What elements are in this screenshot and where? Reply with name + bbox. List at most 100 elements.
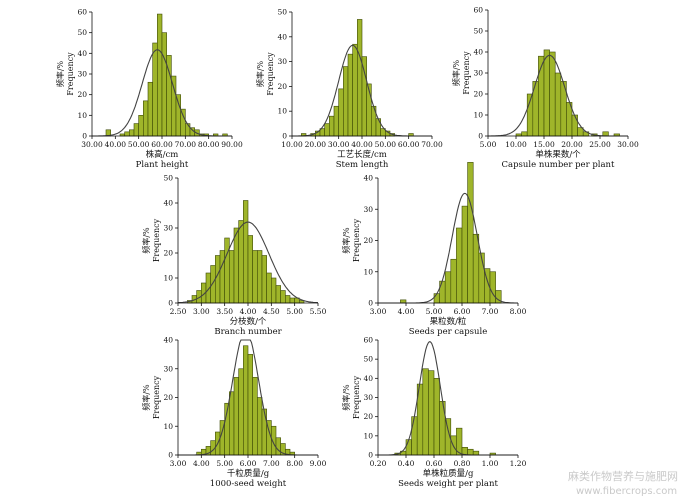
y-tick-label: 30 <box>163 224 173 233</box>
histogram-bar <box>185 123 191 137</box>
x-tick-label: 6.00 <box>240 459 257 468</box>
histogram-bar <box>285 295 291 304</box>
x-tick-label: 90.00 <box>221 140 243 149</box>
histogram-bar <box>444 271 452 304</box>
y-axis-label-en: Frequency <box>462 51 471 95</box>
histogram-bar <box>324 123 330 137</box>
histogram-bar <box>271 277 277 304</box>
histogram-bar <box>229 250 235 304</box>
x-tick-label: 3.00 <box>370 307 387 316</box>
x-tick-label: 0.40 <box>398 459 415 468</box>
histogram-bar <box>280 290 286 304</box>
histogram-bar <box>215 255 221 304</box>
histogram-bar <box>275 285 281 304</box>
y-axis-label-en: Frequency <box>66 52 75 96</box>
y-tick-label: 30 <box>363 205 373 214</box>
histogram-bar <box>133 123 139 137</box>
histogram-bar <box>347 53 353 137</box>
histogram-bar <box>152 42 158 137</box>
x-tick-label: 0.20 <box>370 459 387 468</box>
x-tick-label: 5.00 <box>286 307 303 316</box>
histogram-bar <box>171 75 177 137</box>
y-tick-label: 60 <box>77 8 87 17</box>
y-tick-label: 40 <box>363 174 373 183</box>
x-tick-label: 70.00 <box>175 140 197 149</box>
histogram-bar <box>161 32 167 137</box>
y-tick-label: 30 <box>277 57 287 66</box>
x-tick-label: 4.00 <box>240 307 257 316</box>
y-tick-label: 50 <box>363 355 373 364</box>
x-tick-label: 50.00 <box>375 140 397 149</box>
y-tick-label: 50 <box>473 27 483 36</box>
x-tick-label: 40.00 <box>351 140 373 149</box>
x-tick-label: 25.00 <box>589 140 611 149</box>
histogram-bar <box>233 227 239 304</box>
x-tick-label: 5.00 <box>216 459 233 468</box>
histogram-panel-3: 0 10 20 30 40 50 60 5.00 10.00 15.00 20.00 25.00 30.… <box>451 6 639 171</box>
x-axis-label-cn: 分枝数/个 <box>230 316 267 327</box>
x-tick-label: 5.50 <box>310 307 327 316</box>
x-axis-label-cn: 单株果数/个 <box>535 149 581 160</box>
histogram-bar <box>247 354 253 456</box>
histogram-bar <box>266 272 272 304</box>
y-tick-label: 20 <box>363 236 373 245</box>
watermark-cn: 麻类作物营养与施肥网 <box>568 469 678 483</box>
histogram-bar <box>338 88 344 137</box>
x-tick-label: 4.00 <box>193 459 210 468</box>
histogram-bar <box>521 131 528 137</box>
x-axis-label-en: Plant height <box>136 160 189 170</box>
histogram-bar <box>439 280 446 304</box>
histogram-panel-4: 0 10 20 30 40 50 2.50 3.00 3.50 4.00 4.50 5.00 5.50 频… <box>141 174 327 338</box>
histogram-bar <box>247 235 253 304</box>
y-tick-label: 50 <box>277 8 287 17</box>
x-axis-label-cn: 工艺长度/cm <box>337 149 387 160</box>
x-tick-label: 30.00 <box>617 140 639 149</box>
x-tick-label: 8.00 <box>286 459 303 468</box>
histogram-panel-7: 0 10 20 30 40 50 60 0.20 0.40 0.60 0.80 1.00 1.20 频率/… <box>341 336 527 490</box>
x-tick-label: 80.00 <box>198 140 220 149</box>
x-axis-label-en: Seeds per capsule <box>409 327 487 337</box>
y-axis-label-en: Frequency <box>152 375 161 419</box>
histogram-bar <box>261 408 267 456</box>
y-axis-label-cn: 频率/% <box>451 59 461 86</box>
y-tick-label: 40 <box>277 32 287 41</box>
y-tick-label: 40 <box>363 374 373 383</box>
histogram-bar <box>157 13 163 137</box>
y-tick-label: 20 <box>77 90 87 99</box>
y-tick-label: 40 <box>473 48 483 57</box>
y-tick-label: 20 <box>277 82 287 91</box>
y-tick-label: 0 <box>478 132 483 141</box>
histogram-bar <box>461 205 468 304</box>
y-tick-label: 30 <box>77 70 87 79</box>
y-tick-label: 10 <box>163 422 173 431</box>
histogram-bar <box>289 297 295 304</box>
y-tick-label: 0 <box>282 132 287 141</box>
y-axis-label-en: Frequency <box>152 218 161 262</box>
y-tick-label: 30 <box>363 393 373 402</box>
x-tick-label: 9.00 <box>310 459 327 468</box>
x-tick-label: 40.00 <box>105 140 127 149</box>
histogram-panel-6: 0 10 20 30 40 3.00 4.00 5.00 6.00 7.00 8.00 9.00 频率/… <box>141 336 327 490</box>
x-tick-label: 7.00 <box>263 459 280 468</box>
histogram-panel-5: 0 10 20 30 40 3.00 4.00 5.00 6.00 7.00 8.00 频率/% Fre… <box>341 162 527 337</box>
x-tick-label: 8.00 <box>510 307 527 316</box>
x-axis-label-en: 1000-seed weight <box>210 479 287 489</box>
histogram-bar <box>450 258 457 304</box>
histogram-bar <box>124 131 130 137</box>
y-tick-label: 30 <box>163 364 173 373</box>
histogram-bar <box>175 94 181 137</box>
y-axis-label-cn: 频率/% <box>55 60 65 87</box>
histogram-bar <box>138 115 144 137</box>
histogram-bar <box>428 370 435 456</box>
histogram-bar <box>180 108 186 137</box>
x-axis-label-cn: 株高/cm <box>146 149 179 160</box>
x-tick-label: 20.00 <box>561 140 583 149</box>
histogram-bar <box>467 448 474 456</box>
histogram-bar <box>147 81 153 137</box>
histogram-bar <box>261 255 267 304</box>
histogram-panel-1: 0 10 20 30 40 50 60 30.00 40.00 50.00 60.00 70.00 80… <box>55 8 243 171</box>
histogram-bar <box>257 250 263 304</box>
y-tick-label: 10 <box>363 431 373 440</box>
histogram-bar <box>252 250 258 304</box>
